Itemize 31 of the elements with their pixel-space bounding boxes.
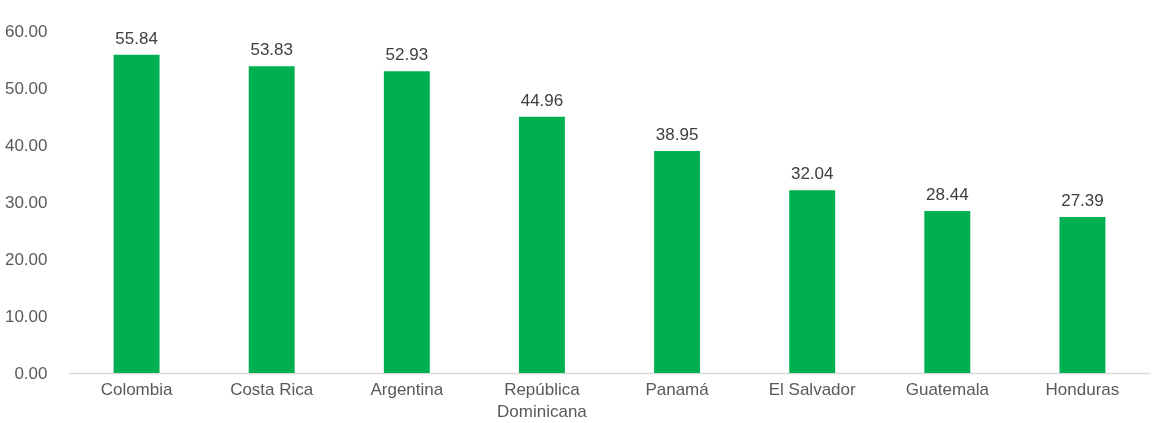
y-tick-label: 0.00 xyxy=(14,363,48,383)
data-label: 27.39 xyxy=(1061,190,1104,210)
data-label: 28.44 xyxy=(926,184,969,204)
data-label: 44.96 xyxy=(520,90,564,110)
x-tick-label: Panamá xyxy=(645,379,710,399)
bar xyxy=(113,54,160,373)
data-label: 55.84 xyxy=(115,28,158,48)
y-tick-label: 30.00 xyxy=(4,192,48,212)
x-tick-label: Costa Rica xyxy=(230,379,314,399)
y-tick-label: 60.00 xyxy=(4,21,48,41)
x-tick-label: El Salvador xyxy=(768,379,856,399)
x-tick-label: Guatemala xyxy=(905,379,990,399)
bar xyxy=(248,66,295,373)
bar xyxy=(924,210,971,373)
x-tick-label: Colombia xyxy=(100,379,174,399)
y-tick-label: 20.00 xyxy=(4,249,48,269)
x-tick-label: República Dominicana xyxy=(497,379,588,421)
data-label: 53.83 xyxy=(250,40,293,60)
x-tick-label: Argentina xyxy=(370,379,444,399)
bar xyxy=(383,71,430,373)
data-label: 52.93 xyxy=(385,45,429,65)
bar xyxy=(789,190,836,373)
bar xyxy=(654,150,701,373)
data-label: 38.95 xyxy=(655,124,699,144)
bar xyxy=(518,116,565,373)
y-tick-label: 40.00 xyxy=(4,135,48,155)
x-tick-label: Honduras xyxy=(1045,379,1120,399)
y-tick-label: 10.00 xyxy=(4,306,48,326)
y-tick-label: 50.00 xyxy=(4,78,48,98)
bar xyxy=(1059,216,1106,373)
data-label: 32.04 xyxy=(790,164,834,184)
